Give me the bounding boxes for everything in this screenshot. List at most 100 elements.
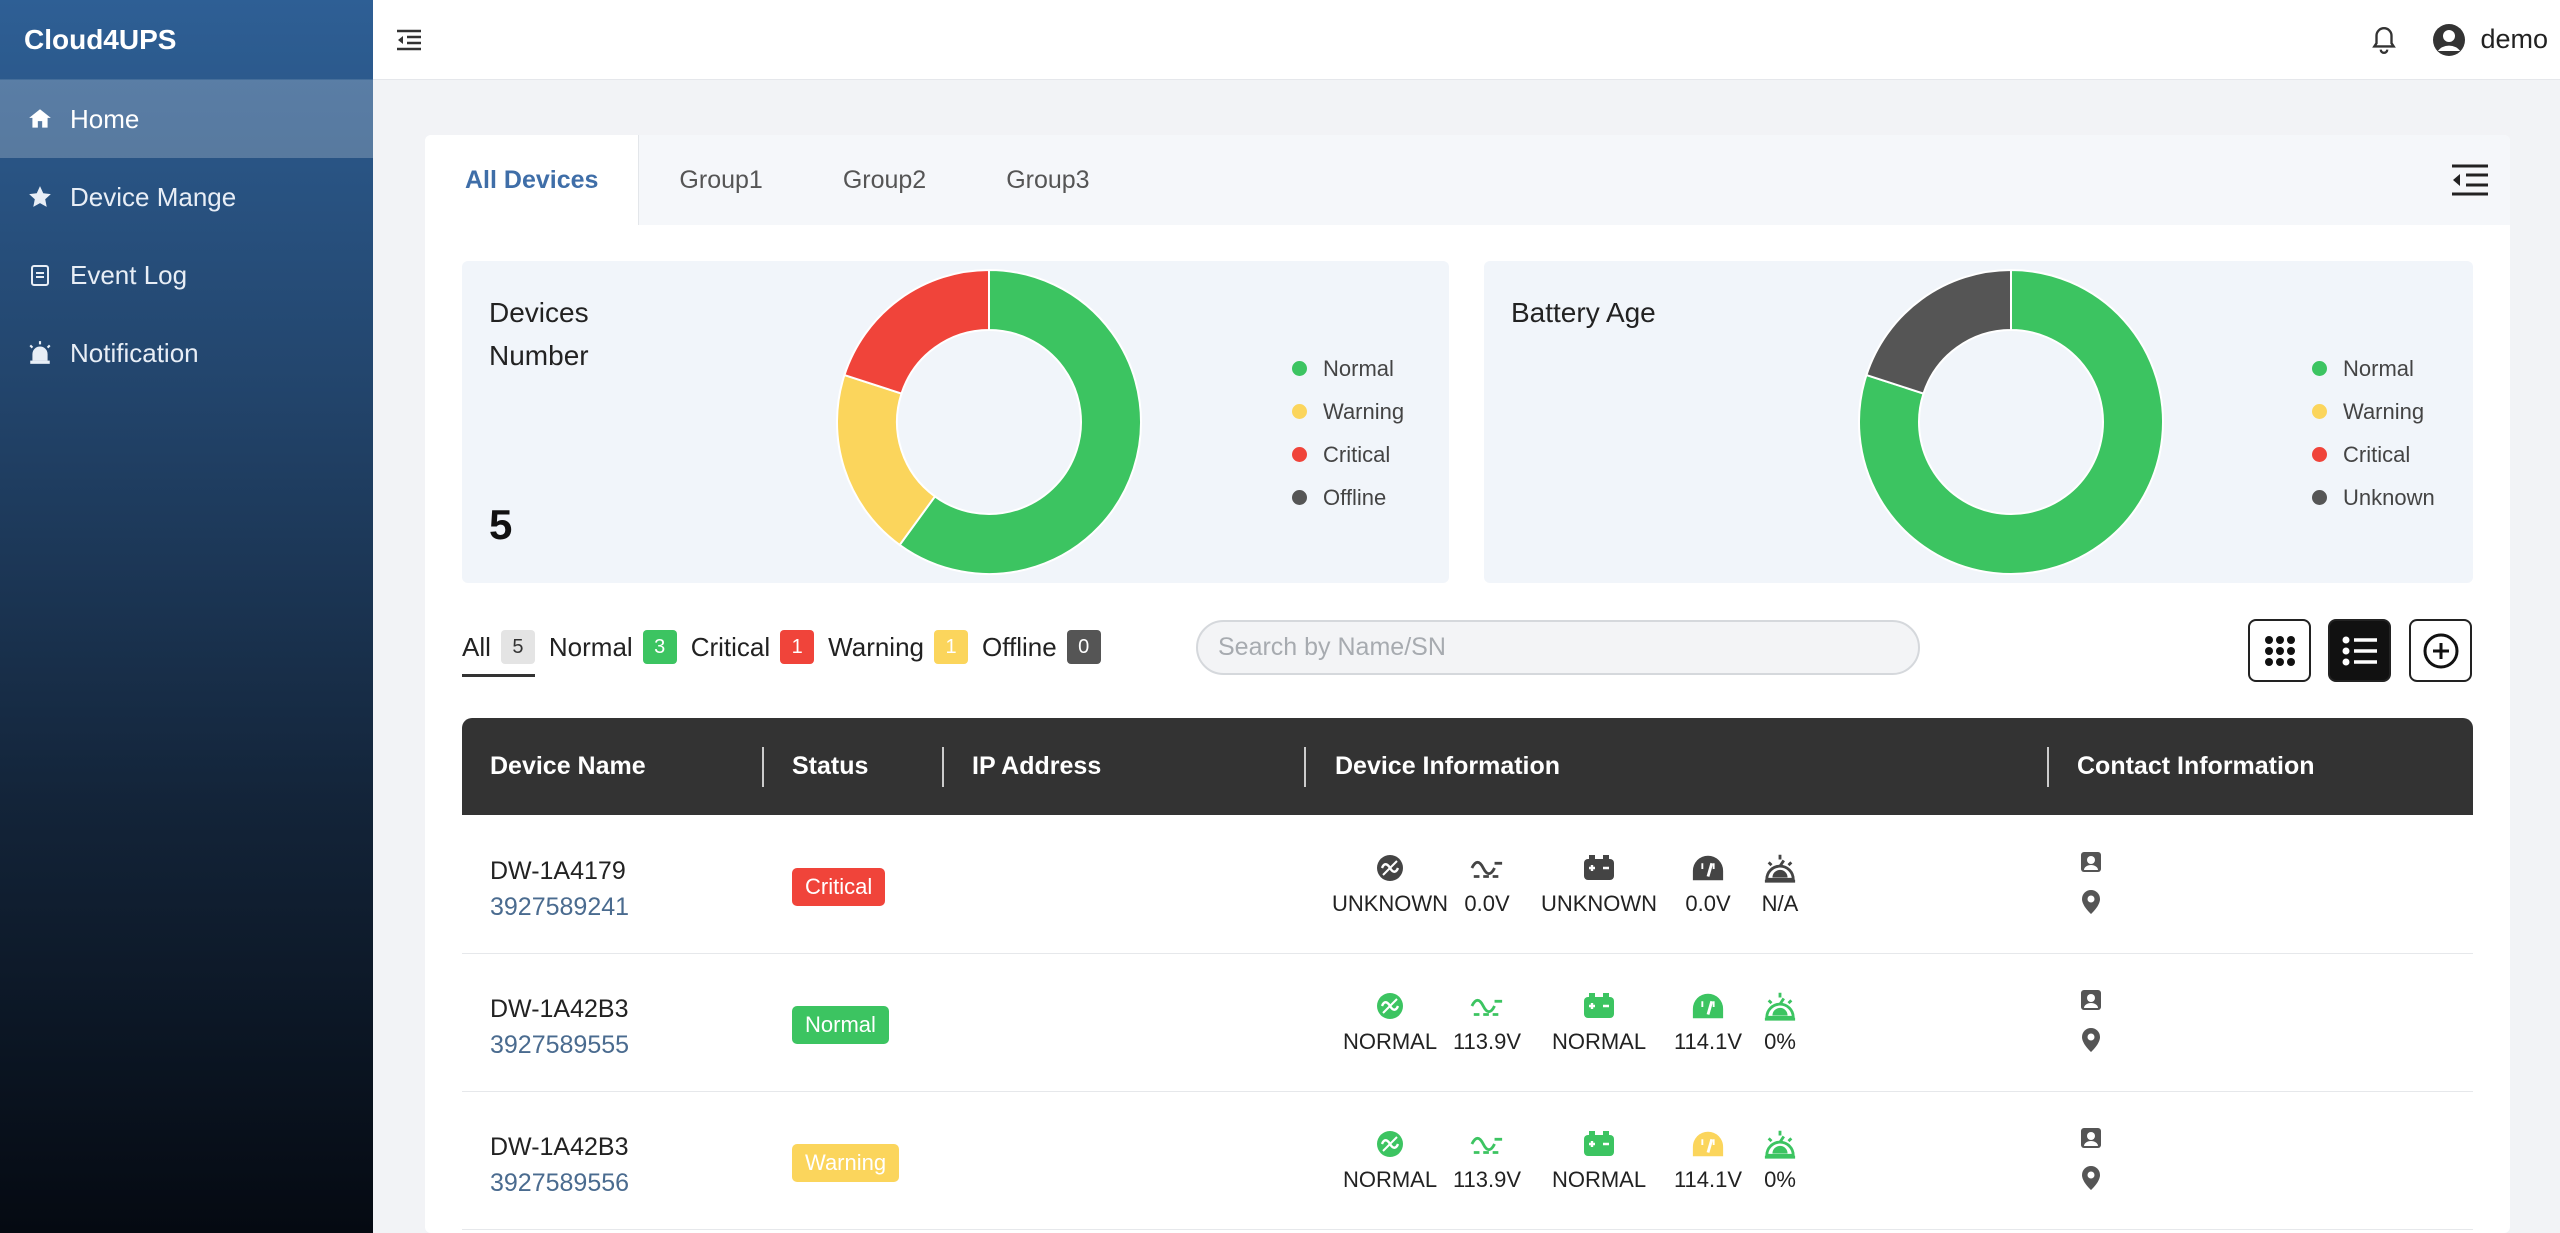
donut-slice-normal[interactable] <box>1858 268 2164 575</box>
tab-all-devices[interactable]: All Devices <box>425 135 640 225</box>
input-status-icon <box>1373 1127 1407 1161</box>
filter-all[interactable]: All 5 <box>462 630 535 677</box>
location-pin-icon[interactable] <box>2077 1026 2105 1054</box>
filter-warning[interactable]: Warning 1 <box>828 630 969 664</box>
tab-group1[interactable]: Group1 <box>679 165 763 194</box>
column-device-information[interactable]: Device Information <box>1335 752 1561 780</box>
list-view-button[interactable] <box>2328 619 2391 682</box>
brand-logo[interactable]: Cloud4UPS <box>0 0 373 80</box>
battery-voltage-icon <box>1691 851 1725 885</box>
column-status[interactable]: Status <box>792 752 869 780</box>
device-name[interactable]: DW-1A42B3 <box>490 995 629 1023</box>
main-panel: All Devices Group1 Group2 Group3 Devices… <box>425 135 2510 1233</box>
group-menu-icon[interactable] <box>2446 135 2494 225</box>
avatar-icon <box>2433 23 2466 56</box>
tab-group3[interactable]: Group3 <box>1006 165 1090 194</box>
contact-cell <box>2077 986 2105 1054</box>
legend-item-critical: Critical <box>1292 433 1404 476</box>
bell-icon[interactable] <box>2364 20 2404 60</box>
column-device-name[interactable]: Device Name <box>490 752 646 780</box>
metric-value: UNKNOWN <box>1331 891 1449 916</box>
input-voltage-icon <box>1470 989 1504 1023</box>
device-serial[interactable]: 3927589241 <box>490 893 630 921</box>
battery-status-icon <box>1582 1127 1616 1161</box>
device-name[interactable]: DW-1A4179 <box>490 857 626 885</box>
top-header: demo <box>373 0 2560 80</box>
contact-cell <box>2077 1124 2105 1192</box>
count-badge: 1 <box>780 630 815 664</box>
metric-value: 0% <box>1764 1167 1796 1192</box>
status-filters: All 5 Normal 3 Critical 1 Warning 1 Offl… <box>462 617 1115 677</box>
contact-card-icon[interactable] <box>2077 848 2105 876</box>
table-row[interactable]: DW-1A42B3 3927589556 Warning NORMAL 113.… <box>462 1092 2473 1230</box>
device-serial[interactable]: 3927589555 <box>490 1031 630 1059</box>
load-icon <box>1763 851 1797 885</box>
filter-normal[interactable]: Normal 3 <box>549 630 677 664</box>
battery-voltage-metric: 0.0V <box>1648 851 1768 917</box>
donut-slice-normal[interactable] <box>898 268 1142 575</box>
location-pin-icon[interactable] <box>2077 1164 2105 1192</box>
tab-group2[interactable]: Group2 <box>842 165 927 194</box>
table-row[interactable]: DW-1A42B3 3927589555 Normal NORMAL 113.9… <box>462 954 2473 1092</box>
input-status-metric: NORMAL <box>1330 1127 1450 1193</box>
devices-card-title-line2: Number <box>489 340 589 371</box>
filter-critical[interactable]: Critical 1 <box>691 630 815 664</box>
count-badge: 3 <box>642 630 677 664</box>
devices-donut-chart <box>836 268 1142 575</box>
sidebar-item-device-manage[interactable]: Device Mange <box>0 158 373 236</box>
battery-voltage-metric: 114.1V <box>1648 989 1768 1055</box>
legend-item-unknown: Unknown <box>2312 476 2435 519</box>
menu-collapse-icon[interactable] <box>389 20 429 60</box>
device-table-header: Device Name Status IP Address Device Inf… <box>462 718 2473 815</box>
filter-offline[interactable]: Offline 0 <box>982 630 1101 664</box>
donut-slice-unknown[interactable] <box>1865 268 2012 395</box>
group-tabs: All Devices Group1 Group2 Group3 <box>425 135 2510 225</box>
metric-value: NORMAL <box>1551 1167 1647 1192</box>
filter-label: Normal <box>548 631 633 662</box>
devices-legend: Normal Warning Critical Offline <box>1292 347 1404 519</box>
clipboard-icon <box>26 261 54 289</box>
battery-age-card: Battery Age Normal Warning Critical Unkn… <box>1484 261 2473 583</box>
location-pin-icon[interactable] <box>2077 888 2105 916</box>
search-input[interactable] <box>1196 620 1920 675</box>
filter-label: All <box>462 631 491 662</box>
username: demo <box>2480 24 2548 54</box>
grid-view-button[interactable] <box>2248 619 2311 682</box>
device-name[interactable]: DW-1A42B3 <box>490 1133 629 1161</box>
battery-voltage-icon <box>1691 1127 1725 1161</box>
contact-card-icon[interactable] <box>2077 986 2105 1014</box>
star-icon <box>26 183 54 211</box>
column-ip-address[interactable]: IP Address <box>972 752 1102 780</box>
count-badge: 5 <box>500 630 535 664</box>
battery-status-icon <box>1582 851 1616 885</box>
count-badge: 0 <box>1066 630 1101 664</box>
sidebar-item-home[interactable]: Home <box>0 80 373 158</box>
alarm-icon <box>26 339 54 367</box>
sidebar-item-notification[interactable]: Notification <box>0 314 373 392</box>
donut-slice-critical[interactable] <box>843 268 990 395</box>
legend-item-normal: Normal <box>2312 347 2435 390</box>
add-device-button[interactable] <box>2409 619 2472 682</box>
sidebar-item-event-log[interactable]: Event Log <box>0 236 373 314</box>
device-serial[interactable]: 3927589556 <box>490 1169 630 1197</box>
legend-item-offline: Offline <box>1292 476 1404 519</box>
table-row[interactable]: DW-1A4179 3927589241 Critical UNKNOWN 0.… <box>462 816 2473 954</box>
user-menu[interactable]: demo <box>2432 23 2548 57</box>
sidebar-item-label: Event Log <box>70 259 188 290</box>
column-contact-information[interactable]: Contact Information <box>2077 752 2315 780</box>
battery-status-metric: NORMAL <box>1539 989 1659 1055</box>
legend-item-warning: Warning <box>2312 390 2435 433</box>
load-icon <box>1763 1127 1797 1161</box>
battery-voltage-metric: 114.1V <box>1648 1127 1768 1193</box>
count-badge: 1 <box>934 630 969 664</box>
filter-label: Warning <box>828 631 925 662</box>
home-icon <box>26 105 54 133</box>
device-name-cell: DW-1A4179 3927589241 <box>490 853 629 925</box>
input-voltage-icon <box>1470 851 1504 885</box>
contact-card-icon[interactable] <box>2077 1124 2105 1152</box>
device-name-cell: DW-1A42B3 3927589555 <box>490 991 629 1063</box>
load-metric: N/A <box>1720 851 1840 917</box>
sidebar-item-label: Device Mange <box>70 181 237 212</box>
devices-card-title: Devices Number <box>489 291 589 377</box>
metric-value: N/A <box>1761 891 1799 916</box>
